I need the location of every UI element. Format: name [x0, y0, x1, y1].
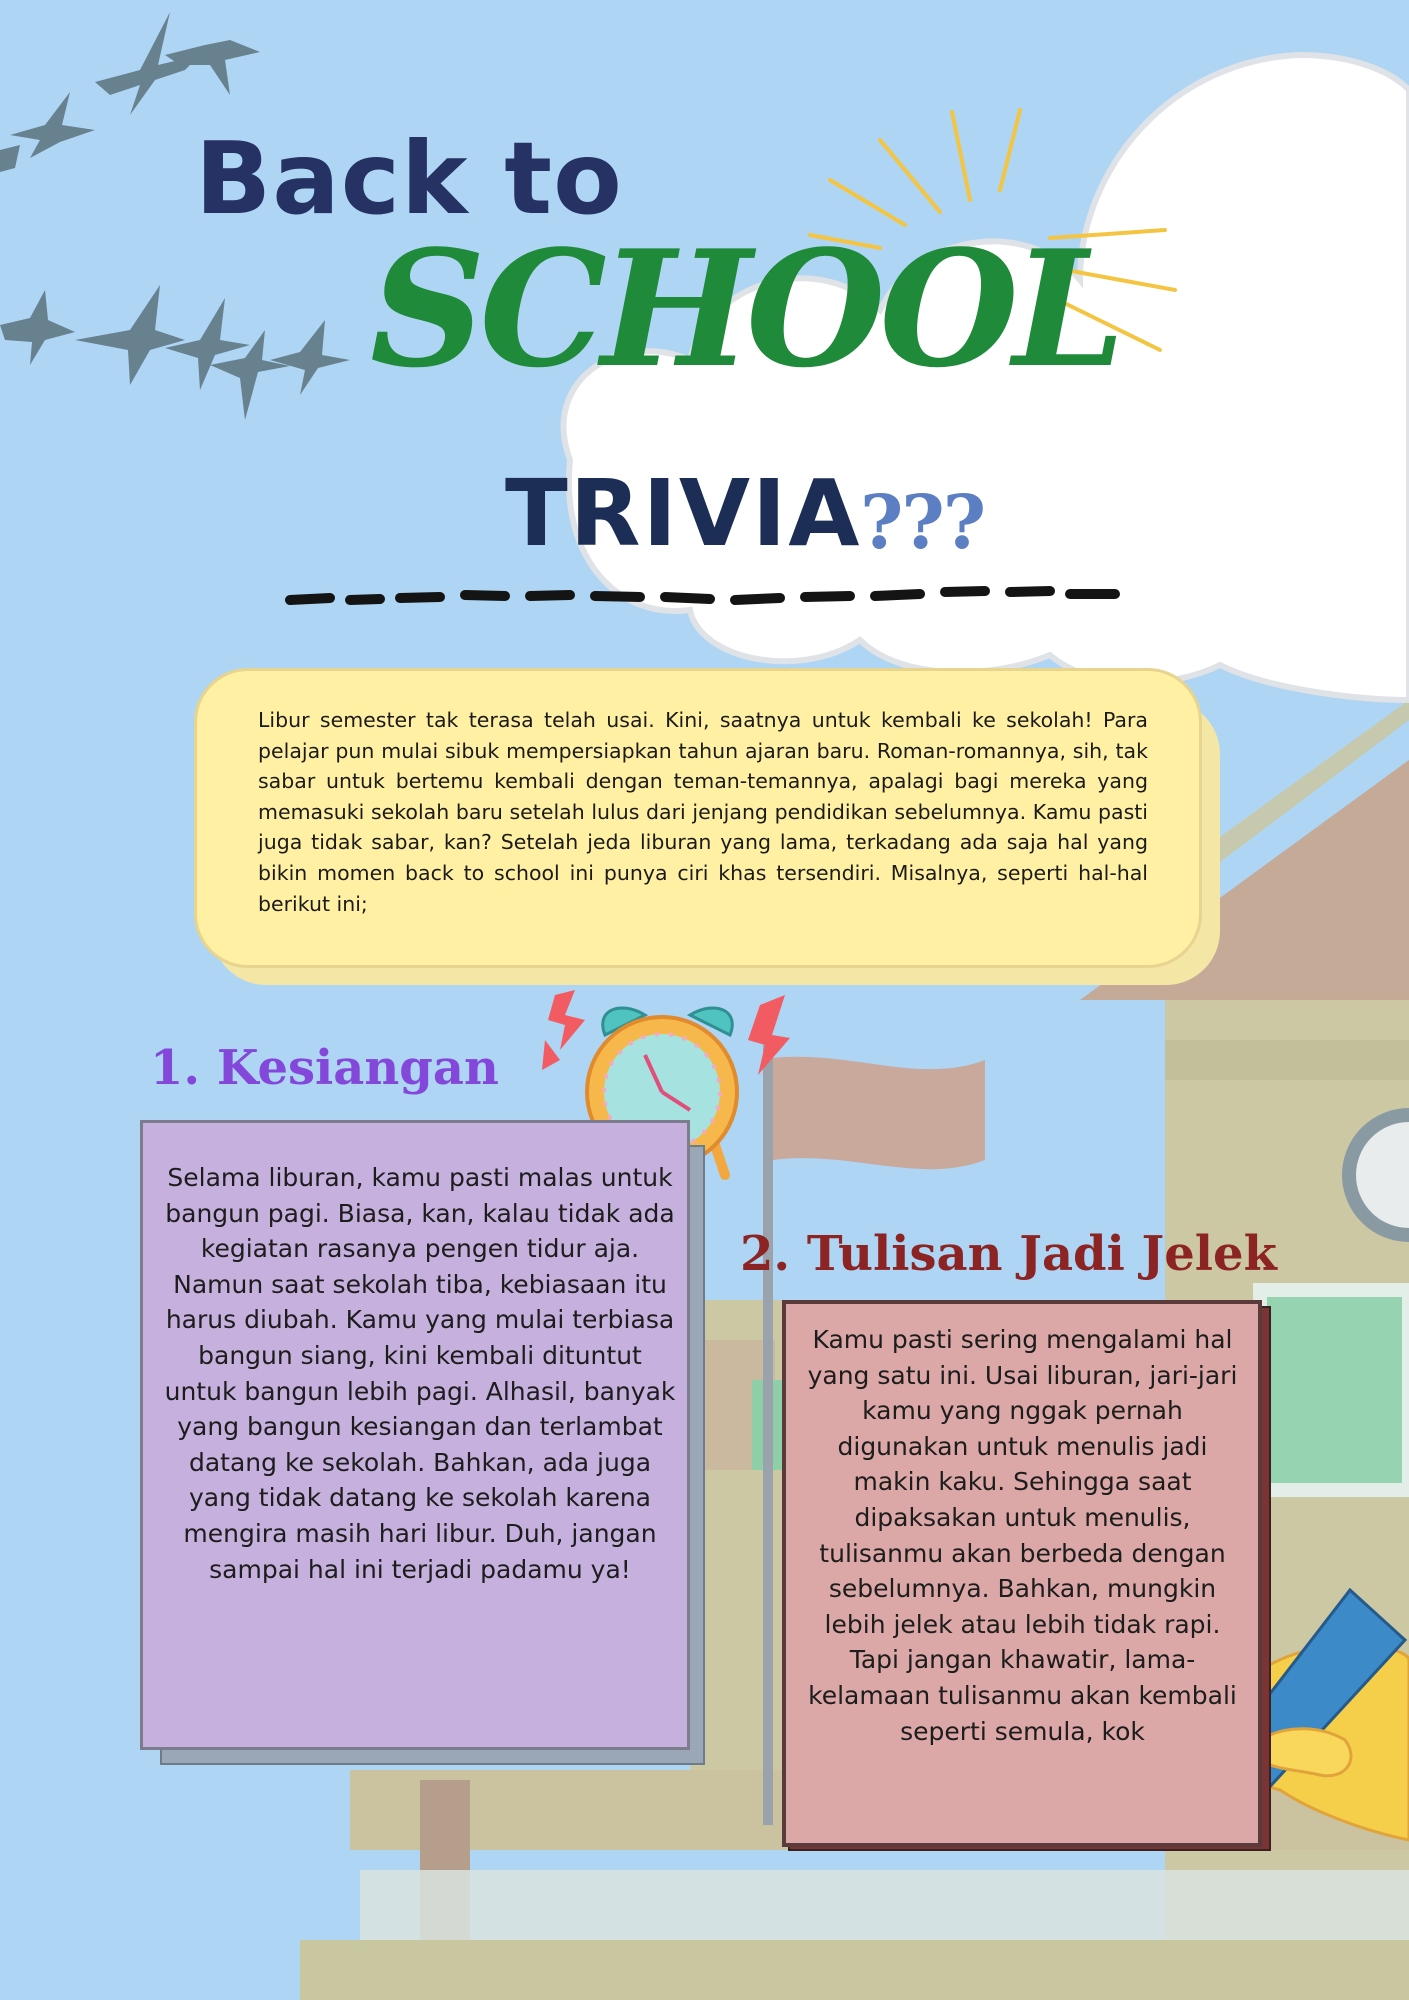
section-text-tulisan: Kamu pasti sering mengalami hal yang sat… [807, 1325, 1238, 1746]
section-text-kesiangan: Selama liburan, kamu pasti malas untuk b… [164, 1163, 676, 1584]
cloud-icon [560, 51, 1409, 704]
bird-flock-icon [0, 12, 350, 420]
section-heading-kesiangan: 1. Kesiangan [150, 1040, 499, 1096]
section-heading-tulisan: 2. Tulisan Jadi Jelek [740, 1226, 1277, 1282]
sun-rays-icon [808, 108, 1177, 352]
section-box-kesiangan [140, 1120, 690, 1750]
intro-box [194, 668, 1202, 968]
section-box-tulisan [782, 1300, 1262, 1847]
dashed-divider [285, 586, 1120, 605]
flag-icon [763, 1045, 985, 1825]
title-back-to: Back to [195, 120, 623, 237]
title-school: SCHOOL [370, 215, 1125, 403]
question-marks: ??? [860, 480, 986, 566]
intro-text: Libur semester tak terasa telah usai. Ki… [258, 708, 1148, 916]
title-trivia: TRIVIA [505, 460, 862, 567]
